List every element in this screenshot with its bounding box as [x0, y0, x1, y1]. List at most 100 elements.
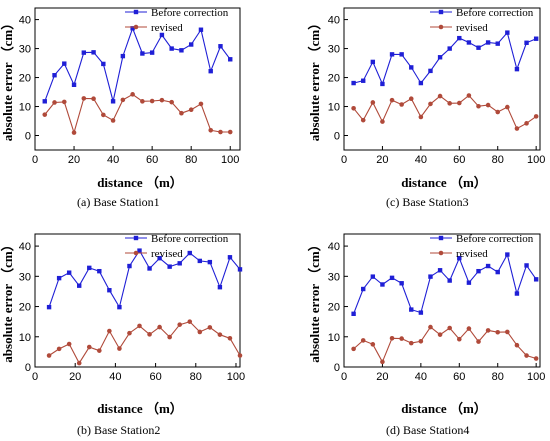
data-point [495, 269, 500, 275]
data-point [447, 101, 452, 106]
data-point [188, 107, 194, 113]
data-point [533, 36, 539, 41]
data-point [476, 268, 481, 274]
data-point [179, 48, 184, 53]
data-point [408, 340, 414, 346]
y-tick-label: 20 [19, 302, 31, 314]
data-point [149, 98, 155, 104]
data-point [81, 96, 87, 101]
y-axis-label: absolute error （cm） [307, 238, 322, 362]
plot-frame [343, 233, 541, 368]
data-point [140, 51, 145, 56]
series-before-correction [351, 30, 539, 87]
data-point [524, 353, 529, 358]
data-point [399, 52, 404, 57]
data-point [137, 323, 142, 329]
legend-label: revised [151, 248, 183, 260]
data-point [97, 348, 102, 353]
data-point [52, 100, 57, 105]
data-point [428, 324, 433, 330]
data-point [46, 304, 52, 310]
data-point [418, 310, 424, 315]
data-point [167, 264, 172, 269]
x-tick-label: 0 [341, 371, 347, 383]
data-point [370, 100, 376, 105]
series-line [44, 93, 231, 135]
legend-marker [438, 9, 444, 15]
data-point [120, 53, 126, 59]
plot-frame [34, 233, 241, 368]
y-axis-label: absolute error （cm） [0, 17, 15, 141]
data-point [159, 32, 165, 38]
data-point [360, 338, 366, 343]
legend-label: revised [456, 22, 488, 34]
data-point [505, 252, 510, 257]
y-tick-label: 0 [25, 131, 31, 143]
data-point [466, 326, 472, 331]
data-point [399, 281, 404, 286]
data-point [485, 102, 491, 108]
y-tick-label: 40 [328, 241, 340, 253]
data-point [91, 50, 96, 55]
data-point [101, 112, 106, 118]
series-line [48, 249, 241, 309]
legend-label: Before correction [456, 7, 534, 19]
x-tick-label: 0 [32, 371, 38, 383]
data-point [101, 61, 106, 67]
legend-marker [438, 24, 444, 30]
x-tick-label: 60 [453, 154, 465, 166]
x-tick-label: 20 [376, 371, 388, 383]
series-line [353, 31, 537, 86]
data-point [456, 336, 462, 342]
data-point [476, 103, 481, 109]
data-point [370, 342, 376, 347]
data-point [56, 275, 62, 281]
data-point [505, 104, 510, 110]
x-tick-label: 20 [376, 154, 388, 166]
panel-caption: (d) Base Station4 [386, 423, 469, 437]
data-point [495, 329, 501, 335]
data-point [197, 258, 203, 264]
x-tick-label: 80 [185, 154, 197, 166]
data-point [137, 248, 142, 253]
data-point [208, 68, 213, 74]
data-point [428, 68, 433, 74]
x-tick-label: 40 [109, 371, 121, 383]
data-point [437, 55, 443, 60]
x-axis-label: distance （m） [401, 401, 487, 416]
legend: Before correction revised [430, 233, 534, 260]
data-point [52, 73, 57, 78]
data-point [217, 285, 223, 290]
y-axis-label: absolute error （cm） [307, 17, 322, 141]
panel-3: 0 20 40 60 80 100 0 10 20 30 40 distance （m） absolut… [0, 233, 245, 437]
data-point [97, 268, 102, 274]
data-point [120, 97, 126, 103]
data-point [66, 341, 72, 347]
data-point [117, 304, 122, 310]
data-point [187, 319, 193, 324]
data-point [361, 286, 366, 292]
panel-caption: (a) Base Station1 [77, 195, 160, 209]
data-point [110, 99, 116, 104]
data-point [147, 332, 152, 337]
data-point [140, 99, 145, 104]
x-tick-label: 100 [227, 371, 245, 383]
legend: Before correction revised [430, 7, 534, 34]
series-revised [42, 92, 233, 135]
data-point [127, 330, 132, 336]
y-tick-label: 30 [328, 271, 340, 283]
data-point [228, 57, 233, 62]
data-point [389, 335, 395, 341]
data-point [157, 324, 162, 330]
data-point [66, 270, 72, 275]
data-point [217, 332, 223, 337]
data-point [466, 93, 472, 98]
data-point [127, 263, 132, 269]
series-revised [351, 93, 539, 131]
y-tick-label: 30 [19, 271, 31, 283]
data-point [495, 41, 500, 46]
x-tick-label: 20 [69, 371, 81, 383]
data-point [77, 283, 82, 288]
data-point [76, 360, 82, 366]
